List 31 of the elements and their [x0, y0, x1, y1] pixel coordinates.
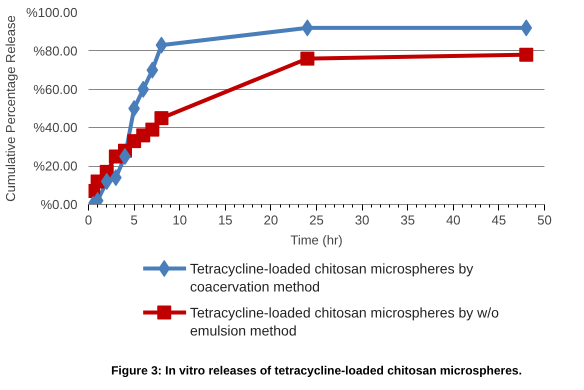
caption: Figure 3: In vitro releases of tetracycline-loaded chitosan microspheres. — [111, 364, 522, 378]
point — [520, 19, 532, 36]
point — [154, 111, 168, 126]
legend-label: Tetracycline-loaded chitosan microspheres by coacervation method — [190, 260, 474, 294]
x-tick-label: 20 — [264, 212, 278, 228]
y-axis-title: Cumulative Percentage Release — [3, 15, 18, 202]
x-tick-label: 25 — [309, 212, 324, 228]
y-tick-label: %80.00 — [33, 43, 78, 58]
x-tick-label: 10 — [172, 212, 187, 228]
y-tick-label: %20.00 — [33, 158, 78, 174]
point — [100, 172, 113, 190]
legend-label: Tetracycline-loaded chitosan microspheres by w/o emulsion method — [190, 304, 500, 338]
point — [145, 122, 160, 137]
y-tick-label: %40.00 — [33, 120, 78, 136]
y-tick-label: %100.00 — [26, 5, 78, 20]
x-axis-title: Time (hr) — [290, 232, 343, 248]
point — [519, 48, 534, 62]
x-tick-label: 40 — [446, 212, 461, 228]
x-tick-label: 15 — [218, 212, 233, 228]
y-tick-label: %0.00 — [40, 197, 78, 212]
x-tick-label: 45 — [492, 212, 506, 228]
x-tick-label: 35 — [400, 212, 415, 228]
x-tick-label: 0 — [84, 212, 92, 228]
y-tick-label: %60.00 — [33, 82, 78, 97]
point — [128, 100, 140, 117]
x-tick-label: 30 — [354, 212, 370, 228]
x-tick-label: 50 — [537, 212, 552, 228]
point — [137, 80, 150, 98]
x-tick-label: 5 — [130, 212, 138, 228]
point — [300, 52, 314, 66]
point — [119, 148, 131, 165]
